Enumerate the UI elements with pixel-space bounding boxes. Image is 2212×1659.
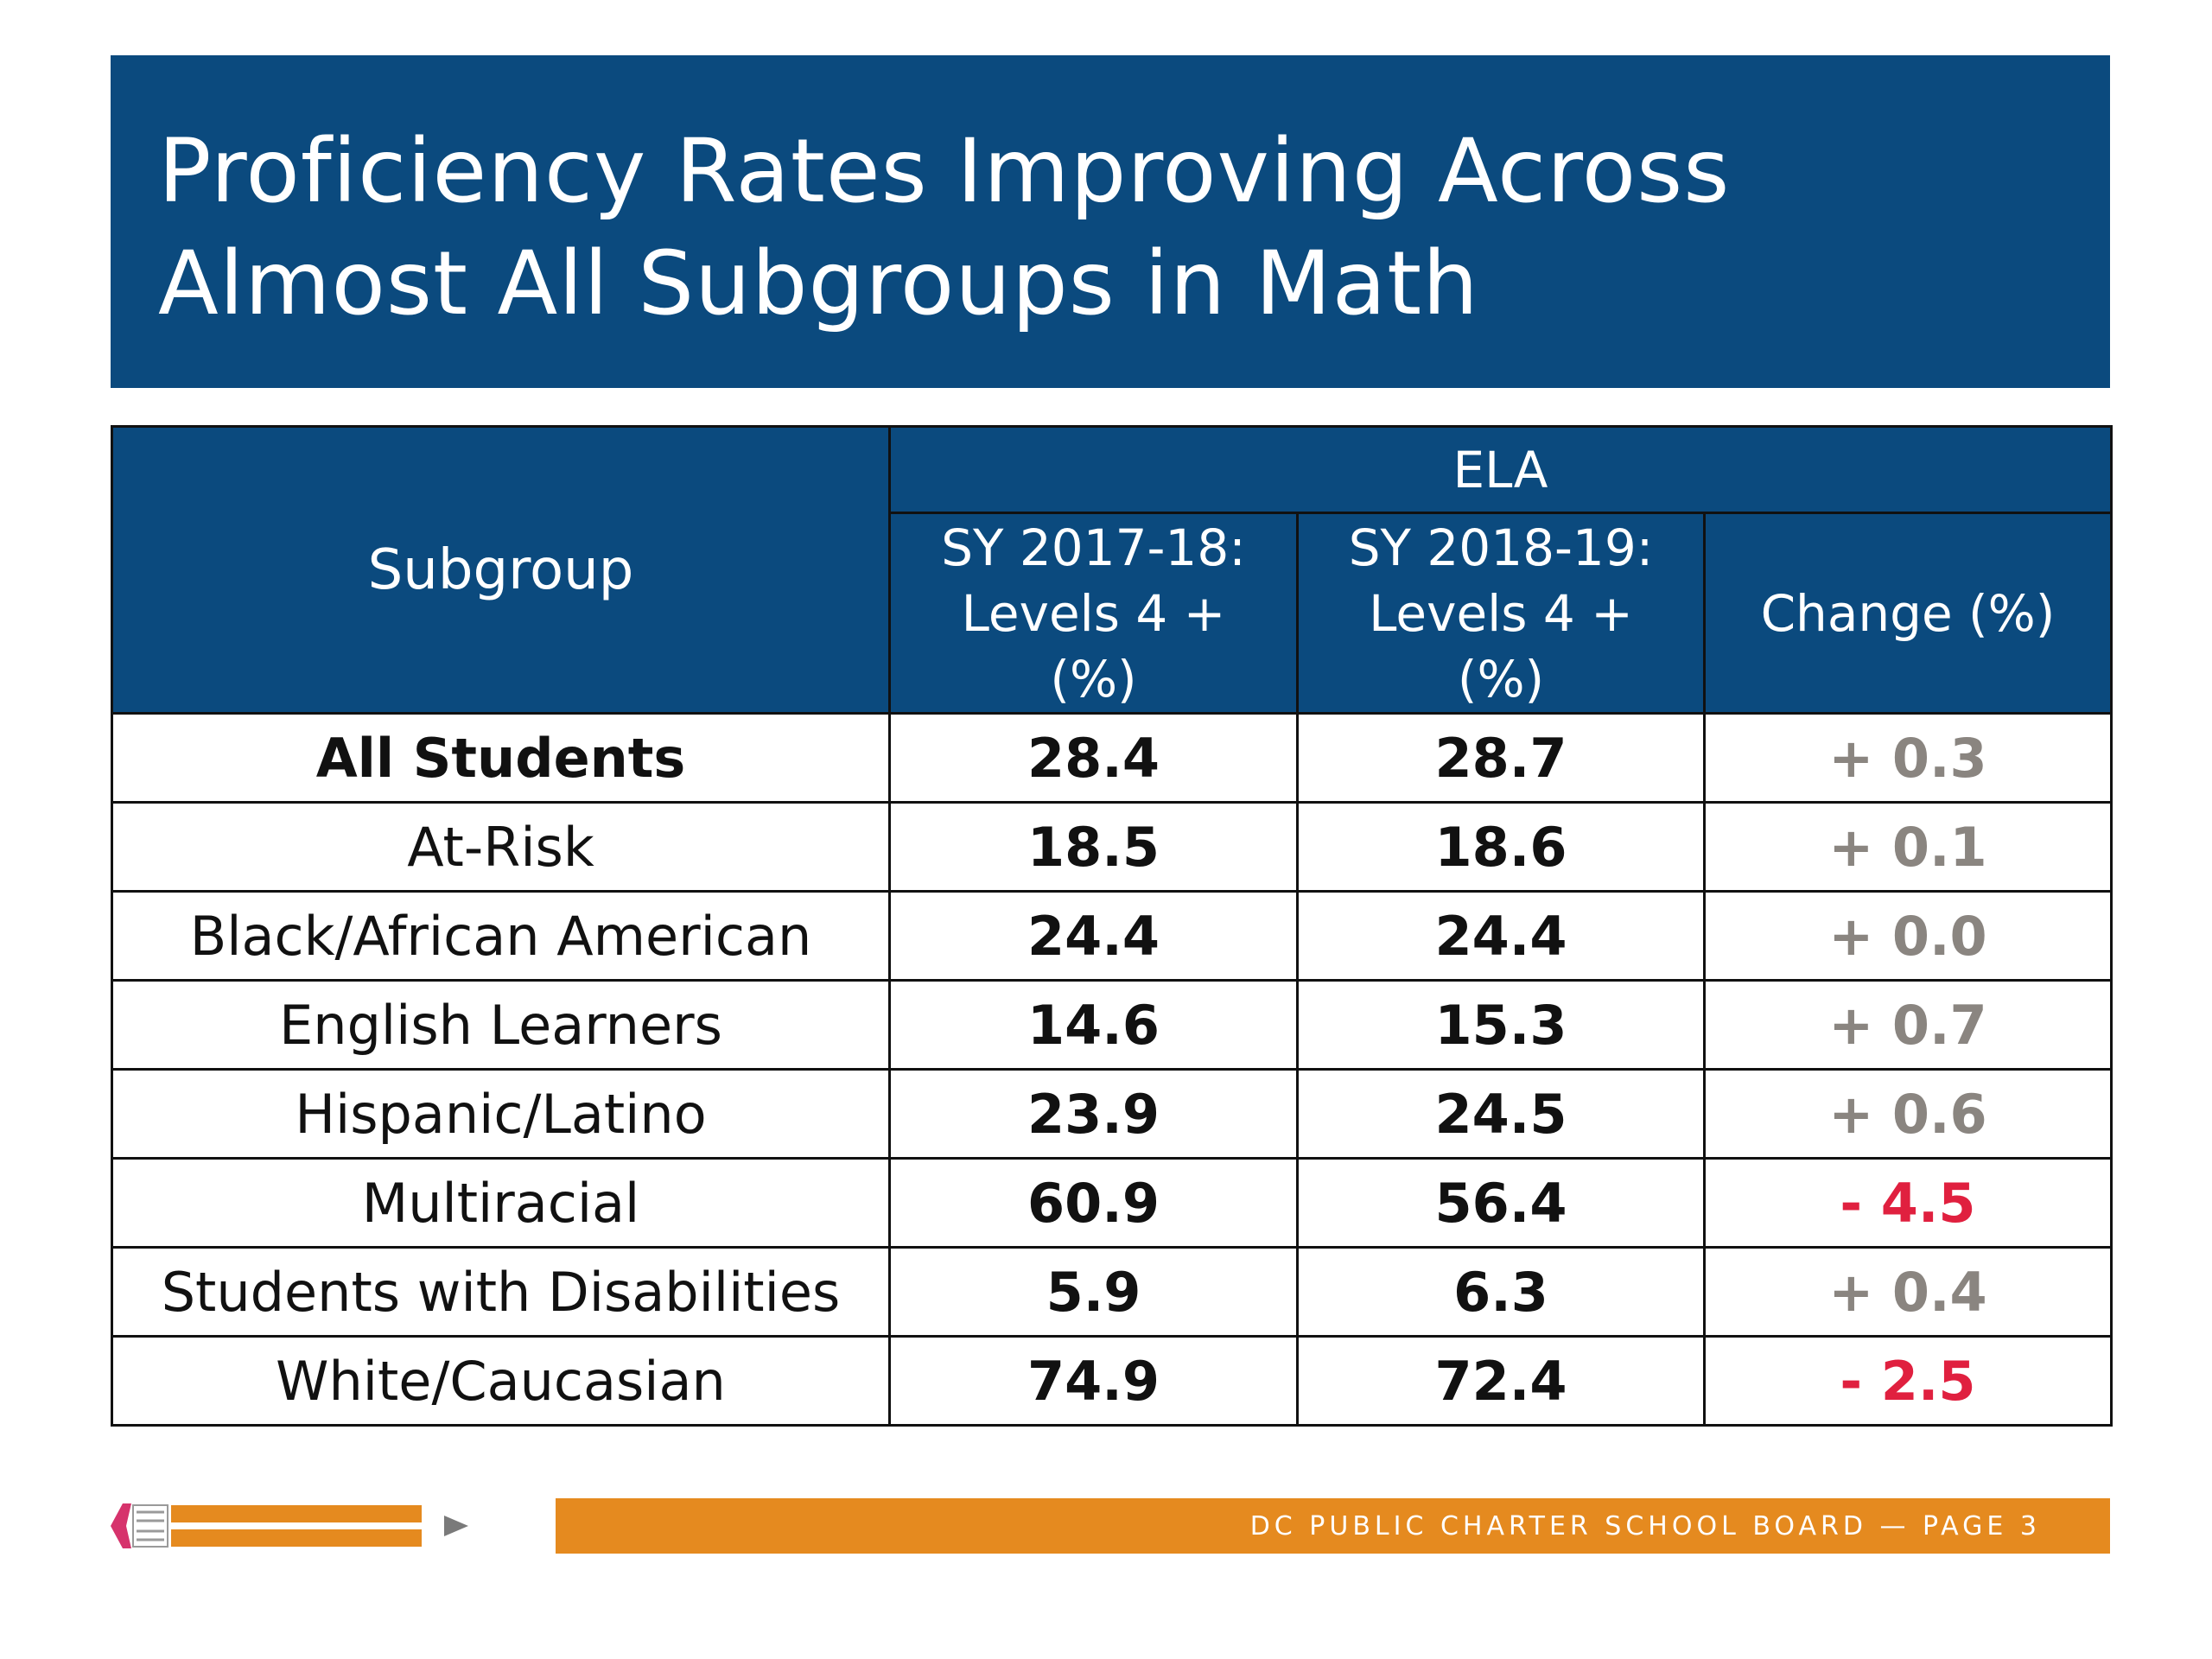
sy2018-header-line-1: SY 2018-19:	[1348, 518, 1654, 577]
sy2017-value: 18.5	[888, 801, 1299, 893]
change-value: + 0.6	[1703, 1068, 2113, 1160]
sy2017-value: 14.6	[888, 979, 1299, 1071]
sy2017-value: 28.4	[888, 712, 1299, 804]
table-row: Multiracial 60.9 56.4 - 4.5	[111, 1157, 2113, 1249]
change-value: + 0.3	[1703, 712, 2113, 804]
change-value: + 0.1	[1703, 801, 2113, 893]
sy2017-value: 74.9	[888, 1335, 1299, 1427]
subgroup-name: Students with Disabilities	[111, 1246, 891, 1338]
sy2018-value: 28.7	[1296, 712, 1706, 804]
subgroup-name: Hispanic/Latino	[111, 1068, 891, 1160]
page-title-line-2: Almost All Subgroups in Math	[158, 232, 1479, 335]
change-value: + 0.4	[1703, 1246, 2113, 1338]
sy2017-header-line-1: SY 2017-18:	[941, 518, 1246, 577]
subgroup-name: Black/African American	[111, 890, 891, 982]
table-row: Students with Disabilities 5.9 6.3 + 0.4	[111, 1246, 2113, 1338]
sy2018-header-line-2: Levels 4 +	[1369, 583, 1633, 643]
sy2018-header: SY 2018-19: Levels 4 + (%)	[1296, 512, 1706, 715]
table-row: All Students 28.4 28.7 + 0.3	[111, 712, 2113, 804]
subgroup-name: Multiracial	[111, 1157, 891, 1249]
table-row: Hispanic/Latino 23.9 24.5 + 0.6	[111, 1068, 2113, 1160]
subgroup-name: At-Risk	[111, 801, 891, 893]
table-row: Black/African American 24.4 24.4 + 0.0	[111, 890, 2113, 982]
sy2017-value: 5.9	[888, 1246, 1299, 1338]
sy2018-value: 15.3	[1296, 979, 1706, 1071]
table-row: White/Caucasian 74.9 72.4 - 2.5	[111, 1335, 2113, 1427]
change-value: - 2.5	[1703, 1335, 2113, 1427]
sy2017-header-line-2: Levels 4 +	[961, 583, 1226, 643]
sy2018-value: 18.6	[1296, 801, 1706, 893]
ela-header: ELA	[888, 425, 2113, 514]
sy2018-value: 24.4	[1296, 890, 1706, 982]
subgroup-header: Subgroup	[111, 425, 891, 715]
title-banner: Proficiency Rates Improving Across Almos…	[111, 55, 2110, 388]
table-row: English Learners 14.6 15.3 + 0.7	[111, 979, 2113, 1071]
page-title-line-1: Proficiency Rates Improving Across	[158, 120, 1731, 223]
change-value: + 0.0	[1703, 890, 2113, 982]
sy2018-header-line-3: (%)	[1457, 649, 1545, 709]
table-row: At-Risk 18.5 18.6 + 0.1	[111, 801, 2113, 893]
sy2018-value: 56.4	[1296, 1157, 1706, 1249]
change-value: - 4.5	[1703, 1157, 2113, 1249]
change-value: + 0.7	[1703, 979, 2113, 1071]
sy2018-value: 6.3	[1296, 1246, 1706, 1338]
sy2018-value: 72.4	[1296, 1335, 1706, 1427]
change-header: Change (%)	[1703, 512, 2113, 715]
pencil-icon	[111, 1503, 422, 1548]
sy2017-value: 24.4	[888, 890, 1299, 982]
proficiency-table: Subgroup ELA SY 2017-18: Levels 4 + (%) …	[111, 425, 2113, 1427]
sy2017-header: SY 2017-18: Levels 4 + (%)	[888, 512, 1299, 715]
subgroup-name: All Students	[111, 712, 891, 804]
sy2017-value: 23.9	[888, 1068, 1299, 1160]
subgroup-name: English Learners	[111, 979, 891, 1071]
sy2017-value: 60.9	[888, 1157, 1299, 1249]
sy2018-value: 24.5	[1296, 1068, 1706, 1160]
footer-bar: DC PUBLIC CHARTER SCHOOL BOARD — PAGE 3	[556, 1498, 2110, 1554]
sy2017-header-line-3: (%)	[1050, 649, 1137, 709]
play-arrow-icon	[444, 1516, 468, 1536]
subgroup-name: White/Caucasian	[111, 1335, 891, 1427]
footer-text: DC PUBLIC CHARTER SCHOOL BOARD — PAGE 3	[1249, 1510, 2041, 1541]
